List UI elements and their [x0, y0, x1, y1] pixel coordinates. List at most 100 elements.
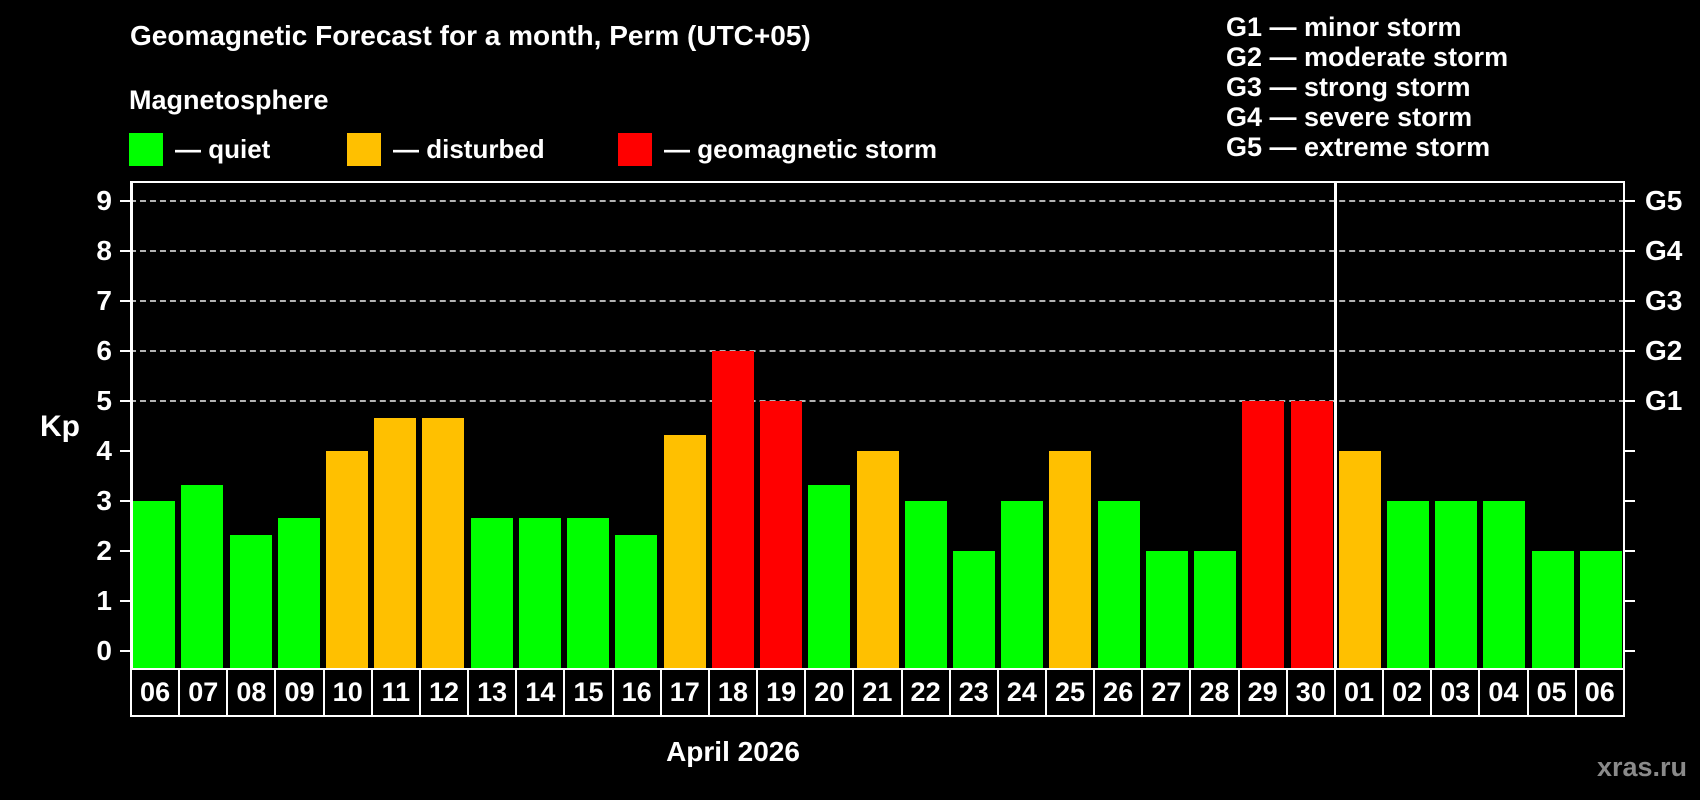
- legend-item-disturbed: — disturbed: [347, 133, 545, 166]
- legend-label-quiet: — quiet: [175, 134, 271, 164]
- plot-area: 0 1 2 3 4 5 6 7 8 9 G1 G2 G3 G4 G5: [96, 181, 1682, 668]
- kp-bar: [1435, 501, 1478, 668]
- kp-bar: [518, 517, 561, 668]
- kp-bar: [181, 484, 224, 668]
- kp-bar: [229, 534, 272, 668]
- x-axis-title: April 2026: [666, 736, 800, 767]
- chart-title: Geomagnetic Forecast for a month, Perm (…: [130, 20, 811, 51]
- y-axis-tick-right: [1625, 400, 1635, 402]
- y-axis-label: 5: [96, 385, 112, 416]
- kp-bar: [1338, 451, 1381, 668]
- date-cell: 09: [274, 668, 325, 717]
- gridline: [130, 400, 1625, 402]
- date-cell: 13: [467, 668, 518, 717]
- kp-bar: [1386, 501, 1429, 668]
- kp-bar: [952, 551, 995, 668]
- kp-bar: [1145, 551, 1188, 668]
- date-cell: 07: [178, 668, 229, 717]
- date-cell: 10: [322, 668, 373, 717]
- y-axis-tick-right: [1625, 200, 1635, 202]
- date-cell: 30: [1285, 668, 1336, 717]
- g2-legend-line: G2 — moderate storm: [1226, 42, 1509, 72]
- gridline: [130, 200, 1625, 202]
- date-cell: 16: [611, 668, 662, 717]
- g4-legend-line: G4 — severe storm: [1226, 102, 1473, 132]
- y-axis-label: 4: [96, 435, 112, 466]
- g-scale-label: G1: [1645, 385, 1683, 416]
- g3-legend-line: G3 — strong storm: [1226, 72, 1471, 102]
- y-axis-tick-right: [1625, 350, 1635, 352]
- kp-bar: [374, 417, 417, 668]
- kp-bar: [1483, 501, 1526, 668]
- y-axis-tick-left: [120, 200, 130, 202]
- kp-bar: [1290, 401, 1333, 668]
- g-scale-label: G5: [1645, 185, 1683, 216]
- kp-bar: [615, 534, 658, 668]
- y-axis-tick-left: [120, 650, 130, 652]
- date-cell: 04: [1478, 668, 1529, 717]
- kp-bar: [470, 517, 513, 668]
- y-axis-label: 1: [96, 585, 112, 616]
- legend-item-quiet: — quiet: [129, 133, 270, 166]
- y-axis-tick-right: [1625, 600, 1635, 602]
- date-cell: 03: [1430, 668, 1481, 717]
- y-axis-tick-left: [120, 450, 130, 452]
- kp-bar: [422, 417, 465, 668]
- y-axis-tick-right: [1625, 300, 1635, 302]
- plot-border-top: [130, 181, 1625, 183]
- date-cell: 05: [1526, 668, 1577, 717]
- g5-legend-line: G5 — extreme storm: [1226, 132, 1491, 162]
- plot-border-right: [1623, 181, 1625, 668]
- legend-label-disturbed: — disturbed: [393, 134, 545, 164]
- kp-bar: [326, 451, 369, 668]
- kp-bar: [904, 501, 947, 668]
- date-cell: 22: [900, 668, 951, 717]
- y-axis-tick-left: [120, 300, 130, 302]
- watermark: xras.ru: [1596, 752, 1687, 782]
- y-axis-label: 7: [96, 285, 112, 316]
- month-separator-line: [1334, 181, 1338, 668]
- date-cell: 23: [948, 668, 999, 717]
- date-cell: 26: [1093, 668, 1144, 717]
- gridline: [130, 300, 1625, 302]
- y-axis-tick-left: [120, 400, 130, 402]
- date-cell: 29: [1237, 668, 1288, 717]
- y-axis-tick-left: [120, 550, 130, 552]
- date-cell: 11: [370, 668, 421, 717]
- y-axis-tick-right: [1625, 450, 1635, 452]
- y-axis-label: 2: [96, 535, 112, 566]
- kp-bar: [1097, 501, 1140, 668]
- date-cell: 21: [852, 668, 903, 717]
- quiet-color-swatch: [129, 133, 163, 166]
- magnetosphere-label: Magnetosphere: [129, 85, 329, 115]
- gridline: [130, 350, 1625, 352]
- date-cell: 02: [1382, 668, 1433, 717]
- y-axis-tick-left: [120, 350, 130, 352]
- kp-bar: [856, 451, 899, 668]
- date-cell: 17: [659, 668, 710, 717]
- date-cell: 24: [996, 668, 1047, 717]
- y-axis-tick-right: [1625, 650, 1635, 652]
- date-axis-row: 06 07 08 09 10 11 12 13 14 15 16 17 18 19 20 21 22 23 24 25…: [130, 668, 1625, 717]
- kp-bar: [663, 434, 706, 668]
- date-cell: 28: [1189, 668, 1240, 717]
- kp-bar: [711, 351, 754, 668]
- g-scale-legend: G1 — minor storm G2 — moderate storm G3 …: [1226, 12, 1508, 162]
- legend-label-storm: — geomagnetic storm: [664, 134, 938, 164]
- date-cell: 18: [707, 668, 759, 717]
- date-cell: 08: [226, 668, 277, 717]
- y-axis-label: 9: [96, 185, 112, 216]
- y-axis-tick-right: [1625, 250, 1635, 252]
- y-axis-tick-left: [120, 500, 130, 502]
- date-cell: 20: [804, 668, 855, 717]
- legend-item-storm: — geomagnetic storm: [618, 133, 937, 166]
- date-cell: 27: [1141, 668, 1192, 717]
- kp-bar: [808, 484, 851, 668]
- kp-bar: [1531, 551, 1574, 668]
- kp-bar: [1579, 551, 1622, 668]
- g-scale-label: G4: [1645, 235, 1683, 266]
- kp-bar: [1242, 401, 1285, 668]
- storm-color-swatch: [618, 133, 652, 166]
- kp-bar: [1049, 451, 1092, 668]
